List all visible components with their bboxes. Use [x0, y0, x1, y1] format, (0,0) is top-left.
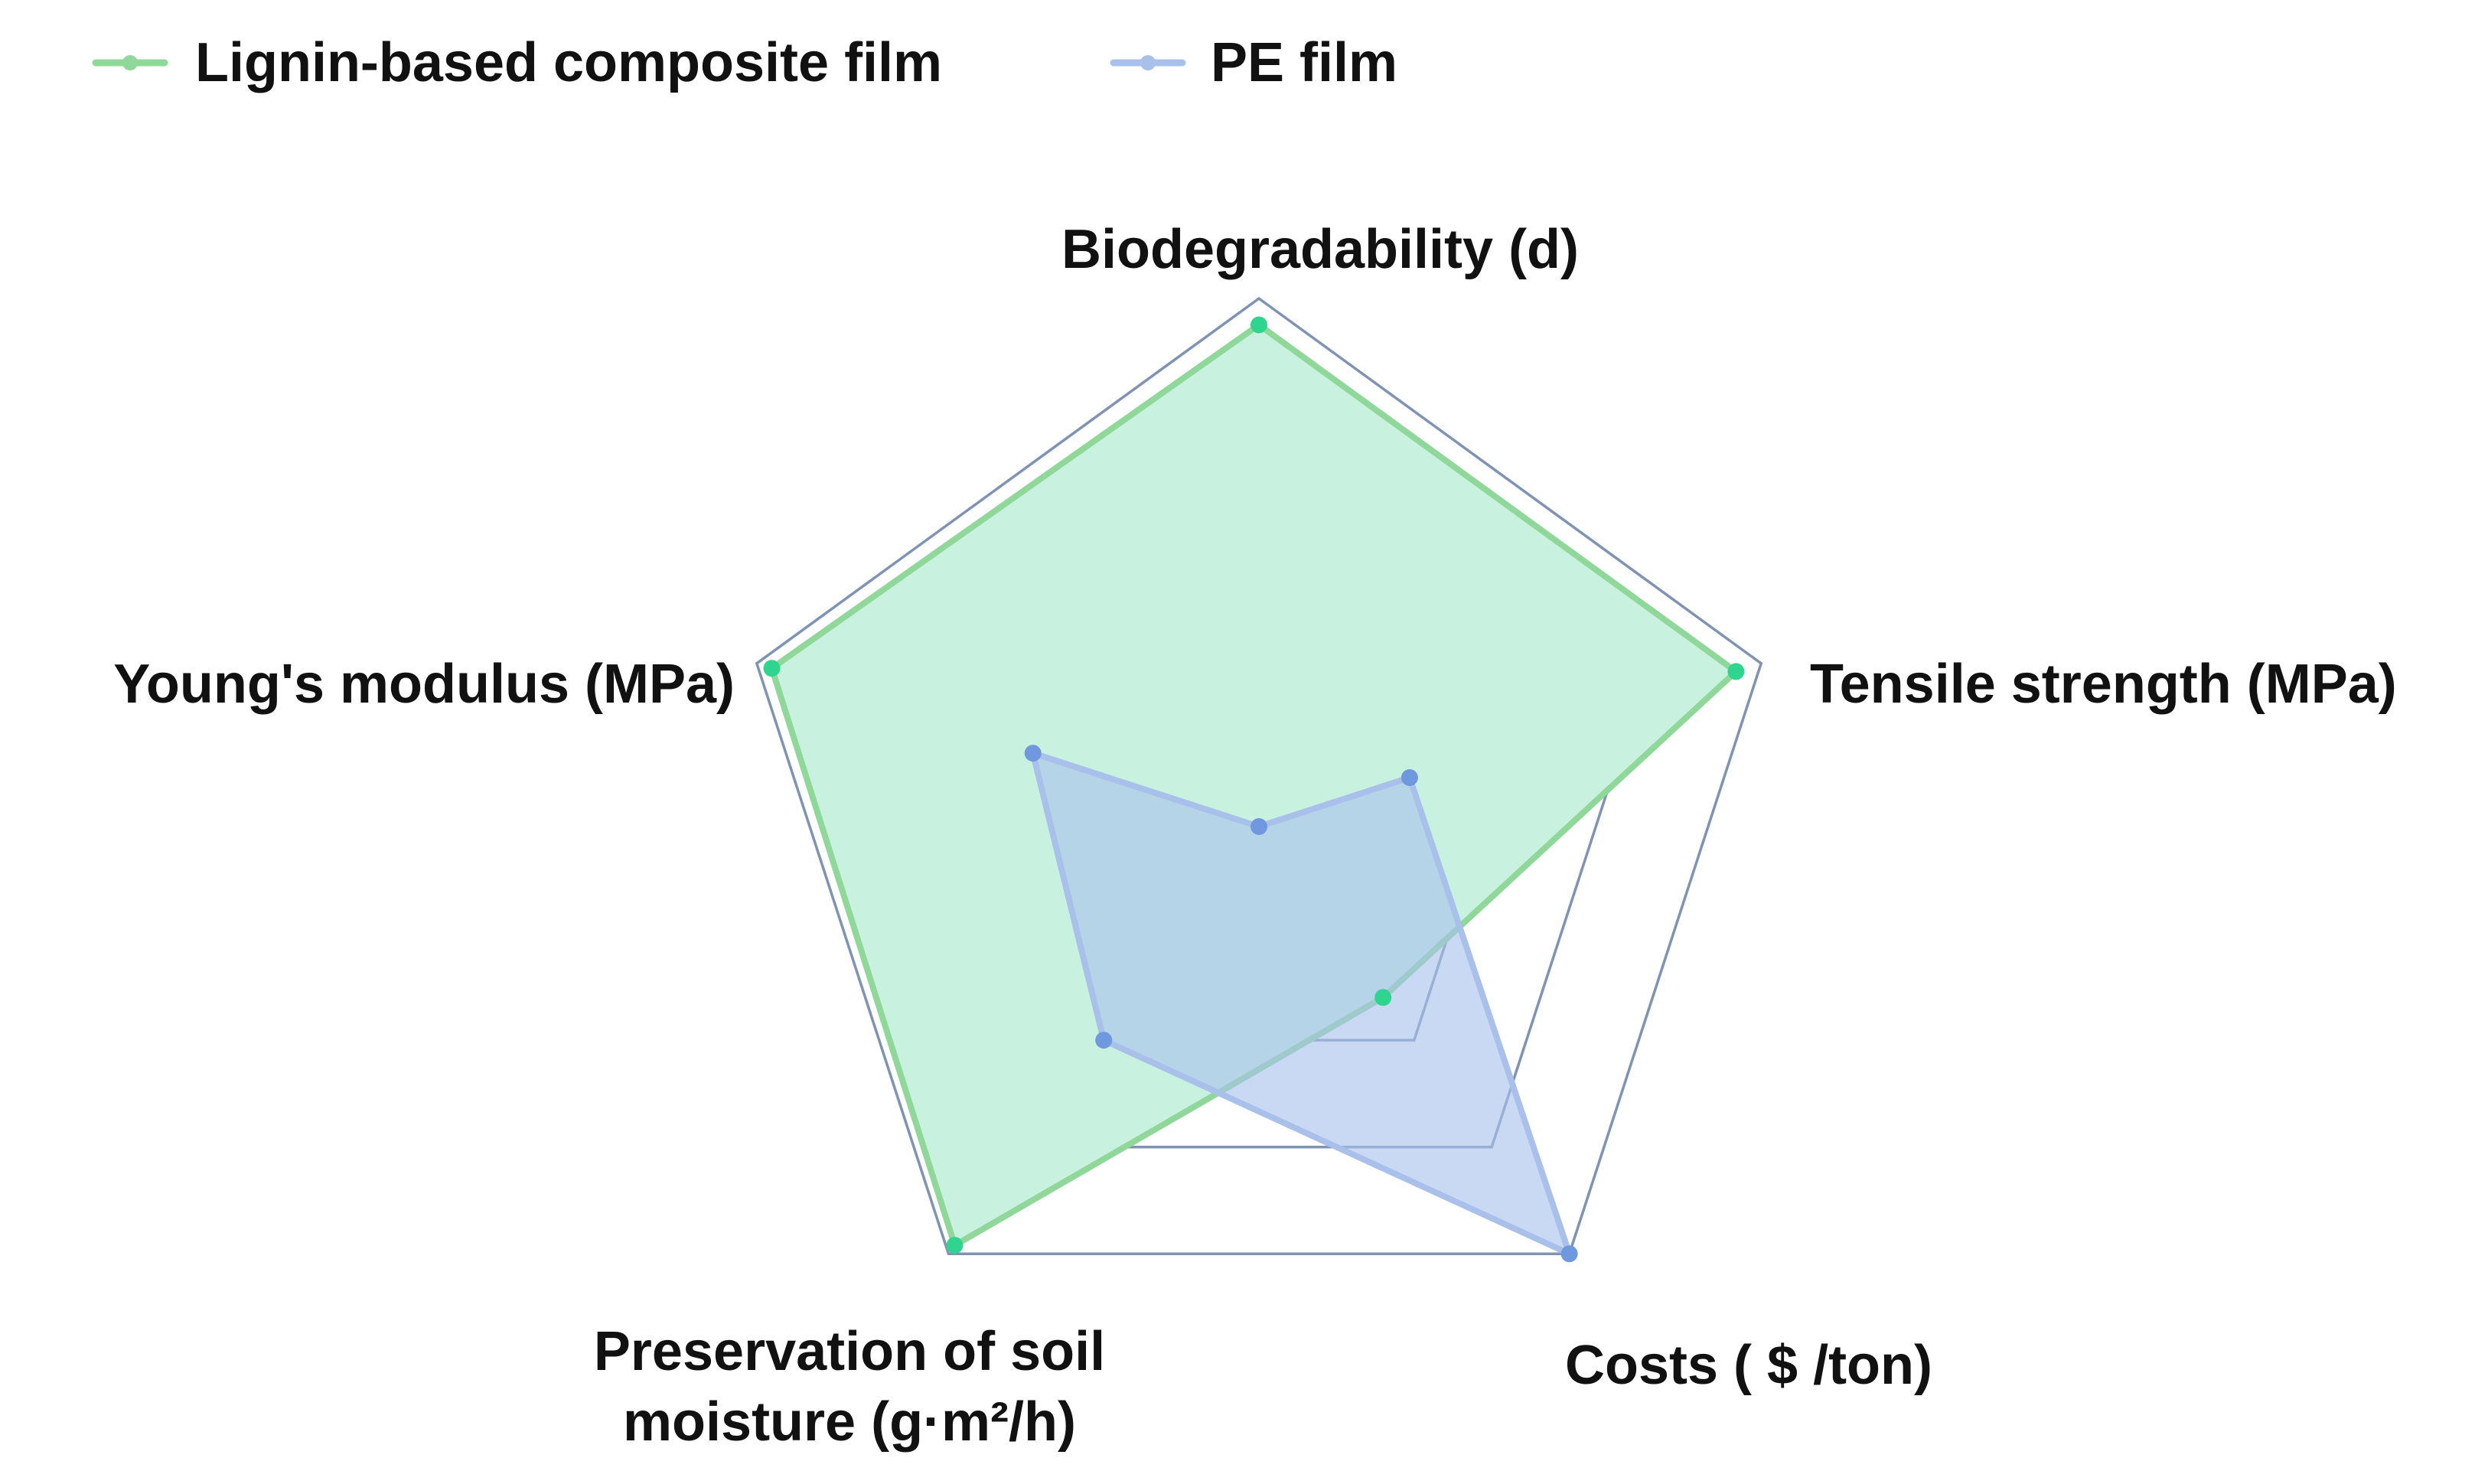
data-point-lignin-3 — [1374, 989, 1392, 1006]
data-point-pe-2 — [1401, 769, 1418, 786]
legend-item-lignin: Lignin-based composite film — [92, 32, 942, 93]
axis-label-1: Biodegradability (d) — [1061, 219, 1579, 280]
data-point-lignin-4 — [946, 1237, 964, 1254]
data-point-lignin-1 — [1251, 316, 1267, 334]
axis-label-4-line-1: Preservation of soil — [594, 1321, 1105, 1382]
axis-label-3: Costs ( $ /ton) — [1565, 1335, 1932, 1396]
data-point-lignin-5 — [763, 660, 781, 677]
axis-labels: Biodegradability (d) Tensile strength (MP… — [113, 219, 2397, 1453]
series-layer — [763, 316, 1745, 1263]
data-point-pe-1 — [1251, 818, 1267, 835]
axis-label-2: Tensile strength (MPa) — [1810, 654, 2397, 715]
axis-label-5-line-1: Young's modulus (MPa) — [113, 654, 735, 715]
legend-label-lignin: Lignin-based composite film — [195, 32, 942, 93]
legend-marker-pe — [1140, 55, 1156, 70]
grid-ring-4 — [755, 296, 1763, 1255]
legend-item-pe: PE film — [1110, 32, 1397, 93]
legend: Lignin-based composite film PE film — [92, 32, 1397, 93]
series-area-pe — [1029, 750, 1573, 1257]
series-area-lignin — [768, 321, 1740, 1249]
data-point-pe-4 — [1095, 1032, 1113, 1049]
axis-label-4-line-2: moisture (g·m²/h) — [623, 1391, 1076, 1453]
axis-label-4: Preservation of soil moisture (g·m²/h) — [594, 1321, 1105, 1453]
axis-label-2-line-1: Tensile strength (MPa) — [1810, 654, 2397, 715]
data-point-pe-5 — [1024, 745, 1042, 762]
data-point-lignin-2 — [1727, 663, 1745, 680]
data-point-pe-3 — [1560, 1245, 1578, 1263]
axis-label-3-line-1: Costs ( $ /ton) — [1565, 1335, 1932, 1396]
legend-label-pe: PE film — [1211, 32, 1397, 93]
axis-label-5: Young's modulus (MPa) — [113, 654, 735, 715]
legend-marker-lignin — [122, 55, 138, 70]
axis-label-1-line-1: Biodegradability (d) — [1061, 219, 1579, 280]
